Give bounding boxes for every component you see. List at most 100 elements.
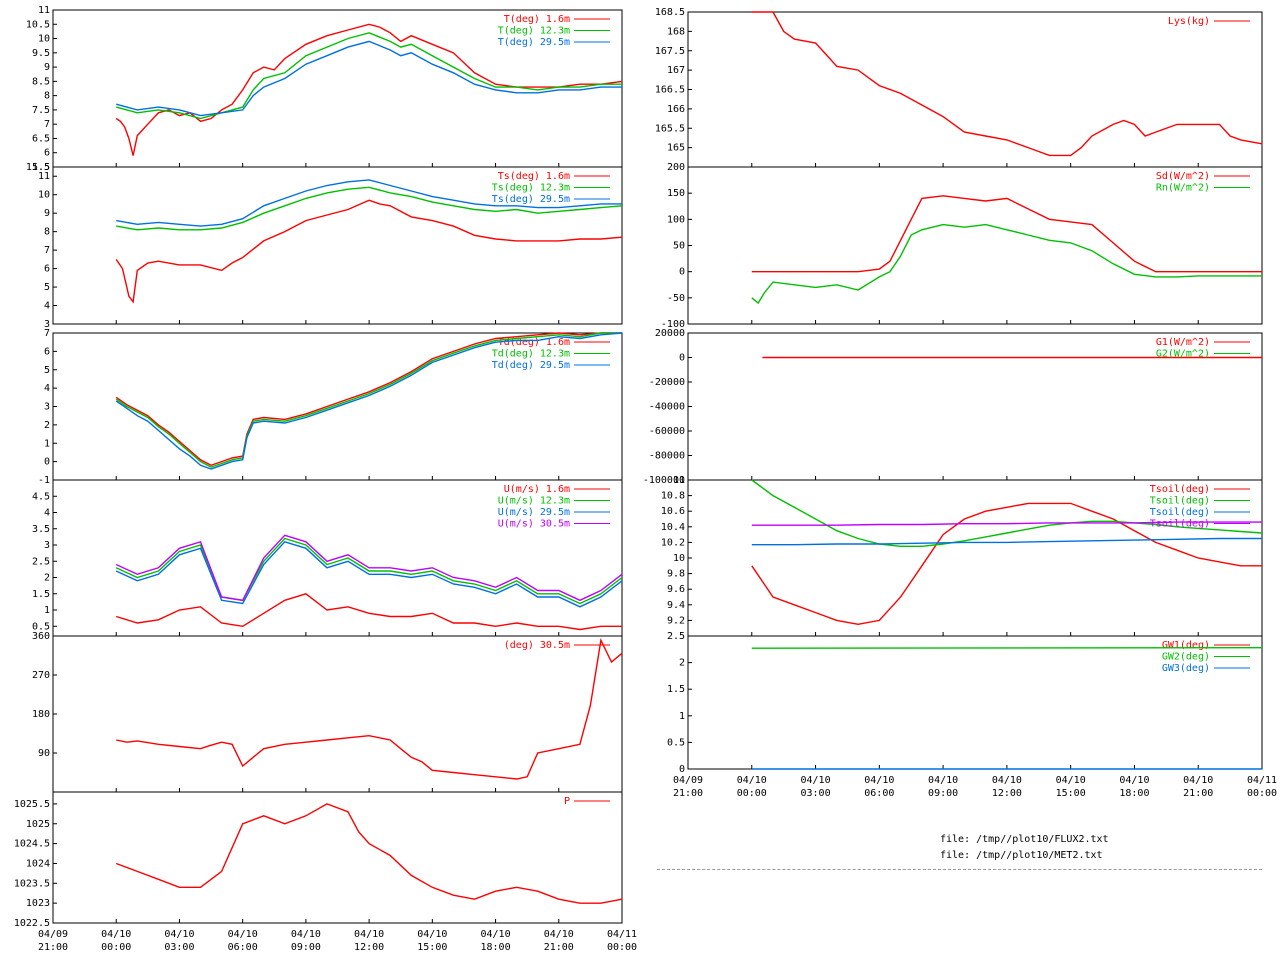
y-tick-label: 1 xyxy=(679,711,685,722)
y-tick-label: -80000 xyxy=(649,451,685,462)
y-tick-label: 168 xyxy=(667,26,685,37)
y-tick-label: 6 xyxy=(44,346,50,357)
y-tick-label: 7 xyxy=(44,245,50,256)
y-tick-label: 2 xyxy=(44,573,50,584)
y-tick-label: 270 xyxy=(32,670,50,681)
y-tick-label: 10.8 xyxy=(661,491,685,502)
series-line-soil-temperature-0 xyxy=(751,502,1262,626)
y-tick-label: 9.6 xyxy=(667,584,685,595)
y-tick-label: 1.5 xyxy=(667,684,685,695)
x-tick-time-left: 21:00 xyxy=(544,942,574,953)
x-tick-date-right: 04/10 xyxy=(992,775,1022,786)
x-tick-date-left: 04/10 xyxy=(481,929,511,940)
x-tick-time-right: 21:00 xyxy=(673,788,703,799)
y-tick-label: 10.6 xyxy=(661,506,685,517)
y-tick-label: 4 xyxy=(44,301,50,312)
x-tick-date-left: 04/10 xyxy=(291,929,321,940)
y-tick-label: 11 xyxy=(38,171,50,182)
x-tick-time-left: 00:00 xyxy=(607,942,637,953)
y-tick-label: 6 xyxy=(44,148,50,159)
legend-label-wind-speed-1: U(m/s) 12.3m xyxy=(498,496,570,507)
y-tick-label: 9 xyxy=(44,208,50,219)
legend-label-wind-speed-0: U(m/s) 1.6m xyxy=(504,484,570,495)
y-tick-label: 10 xyxy=(38,34,50,45)
y-tick-label: 9.5 xyxy=(32,48,50,59)
y-tick-label: 11 xyxy=(38,5,50,16)
series-line-soil-temperature-1 xyxy=(751,479,1263,547)
y-tick-label: -1 xyxy=(38,475,50,486)
series-line-dewpoint-0 xyxy=(115,332,622,467)
legend-label-dewpoint-0: Td(deg) 1.6m xyxy=(498,337,570,348)
y-tick-label: 0.5 xyxy=(667,737,685,748)
x-tick-time-right: 21:00 xyxy=(1183,788,1213,799)
x-tick-date-right: 04/10 xyxy=(801,775,831,786)
legend-label-dewpoint-1: Td(deg) 12.3m xyxy=(492,349,570,360)
x-tick-time-left: 18:00 xyxy=(481,942,511,953)
series-line-pressure-0 xyxy=(115,803,623,904)
y-tick-label: 4.5 xyxy=(32,491,50,502)
panel-frame-pressure xyxy=(52,791,623,924)
legend-label-soil-temperature-2: Tsoil(deg) xyxy=(1150,507,1210,518)
y-tick-label: 1023.5 xyxy=(14,878,50,889)
legend-label-wind-speed-3: U(m/s) 30.5m xyxy=(498,519,570,530)
series-line-radiation-1 xyxy=(751,223,1262,305)
series-line-surface-temperature-2 xyxy=(116,179,622,227)
legend-label-soil-temperature-3: Tsoil(deg) xyxy=(1150,519,1210,530)
y-tick-label: -100000 xyxy=(643,475,685,486)
legend-label-soil-temperature-0: Tsoil(deg) xyxy=(1150,484,1210,495)
y-tick-label: 2.5 xyxy=(667,631,685,642)
series-line-radiation-0 xyxy=(751,195,1262,273)
y-tick-label: 0 xyxy=(679,267,685,278)
series-line-air-temperature-2 xyxy=(116,40,622,117)
x-tick-date-right: 04/09 xyxy=(673,775,703,786)
x-tick-time-left: 00:00 xyxy=(101,942,131,953)
x-tick-time-left: 09:00 xyxy=(291,942,321,953)
y-tick-label: 100 xyxy=(667,214,685,225)
y-tick-label: 5.5 xyxy=(32,162,50,173)
y-tick-label: 9.2 xyxy=(667,615,685,626)
y-tick-label: 166.5 xyxy=(655,85,685,96)
y-tick-label: 9 xyxy=(44,62,50,73)
y-tick-label: 165.5 xyxy=(655,123,685,134)
series-line-surface-temperature-1 xyxy=(116,186,623,231)
y-tick-label: 5 xyxy=(44,282,50,293)
x-tick-date-right: 04/10 xyxy=(737,775,767,786)
x-tick-date-left: 04/10 xyxy=(164,929,194,940)
legend-label-soil-temperature-1: Tsoil(deg) xyxy=(1150,496,1210,507)
x-tick-time-right: 09:00 xyxy=(928,788,958,799)
x-tick-date-right: 04/10 xyxy=(928,775,958,786)
x-tick-date-left: 04/10 xyxy=(101,929,131,940)
y-tick-label: 9.8 xyxy=(667,569,685,580)
y-tick-label: 1023 xyxy=(26,898,50,909)
legend-label-air-temperature-1: T(deg) 12.3m xyxy=(498,26,570,37)
x-tick-time-right: 00:00 xyxy=(1247,788,1277,799)
y-tick-label: 6 xyxy=(44,264,50,275)
legend-label-air-temperature-2: T(deg) 29.5m xyxy=(498,37,570,48)
y-tick-label: 180 xyxy=(32,709,50,720)
y-tick-label: 2 xyxy=(44,420,50,431)
y-tick-label: 1022.5 xyxy=(14,918,50,929)
y-tick-label: 10.2 xyxy=(661,537,685,548)
y-tick-label: 0 xyxy=(679,353,685,364)
x-tick-time-left: 06:00 xyxy=(228,942,258,953)
y-tick-label: 10 xyxy=(673,553,685,564)
panel-frame-surface-temperature xyxy=(52,166,623,325)
y-tick-label: 50 xyxy=(673,241,685,252)
legend-label-ground-water-1: GW2(deg) xyxy=(1162,652,1210,663)
x-tick-date-left: 04/10 xyxy=(544,929,574,940)
legend-label-surface-temperature-1: Ts(deg) 12.3m xyxy=(492,183,570,194)
y-tick-label: 8.5 xyxy=(32,76,50,87)
x-tick-date-right: 04/11 xyxy=(1247,775,1277,786)
y-tick-label: 20000 xyxy=(655,328,685,339)
y-tick-label: 1.5 xyxy=(32,589,50,600)
y-tick-label: 8 xyxy=(44,91,50,102)
series-line-mass-0 xyxy=(751,11,1263,157)
legend-label-surface-temperature-0: Ts(deg) 1.6m xyxy=(498,171,570,182)
series-line-surface-temperature-0 xyxy=(115,199,623,304)
y-tick-label: 10 xyxy=(38,190,50,201)
y-tick-label: 2.5 xyxy=(32,556,50,567)
y-tick-label: 4 xyxy=(44,383,50,394)
y-tick-label: -50 xyxy=(667,293,685,304)
series-line-soil-temperature-3 xyxy=(751,521,1262,526)
y-tick-label: 5 xyxy=(44,365,50,376)
